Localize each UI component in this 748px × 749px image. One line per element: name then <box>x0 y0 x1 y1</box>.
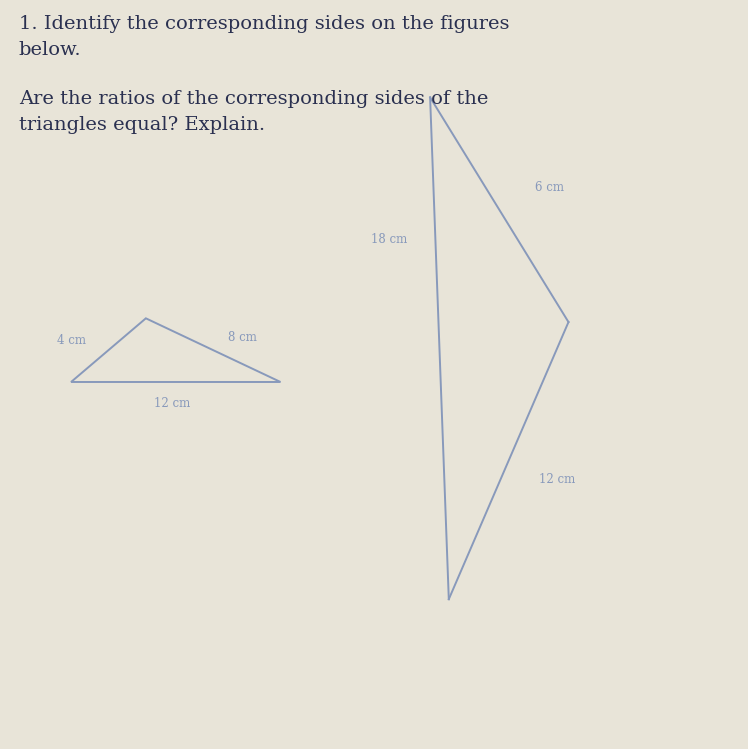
Text: triangles equal? Explain.: triangles equal? Explain. <box>19 116 265 134</box>
Text: 1. Identify the corresponding sides on the figures: 1. Identify the corresponding sides on t… <box>19 15 509 33</box>
Text: 12 cm: 12 cm <box>539 473 574 486</box>
Text: 4 cm: 4 cm <box>57 334 86 348</box>
Text: below.: below. <box>19 41 82 59</box>
Text: Are the ratios of the corresponding sides of the: Are the ratios of the corresponding side… <box>19 90 488 108</box>
Text: 12 cm: 12 cm <box>154 397 190 410</box>
Text: 6 cm: 6 cm <box>535 181 564 194</box>
Text: 18 cm: 18 cm <box>372 233 408 246</box>
Text: 8 cm: 8 cm <box>228 330 257 344</box>
